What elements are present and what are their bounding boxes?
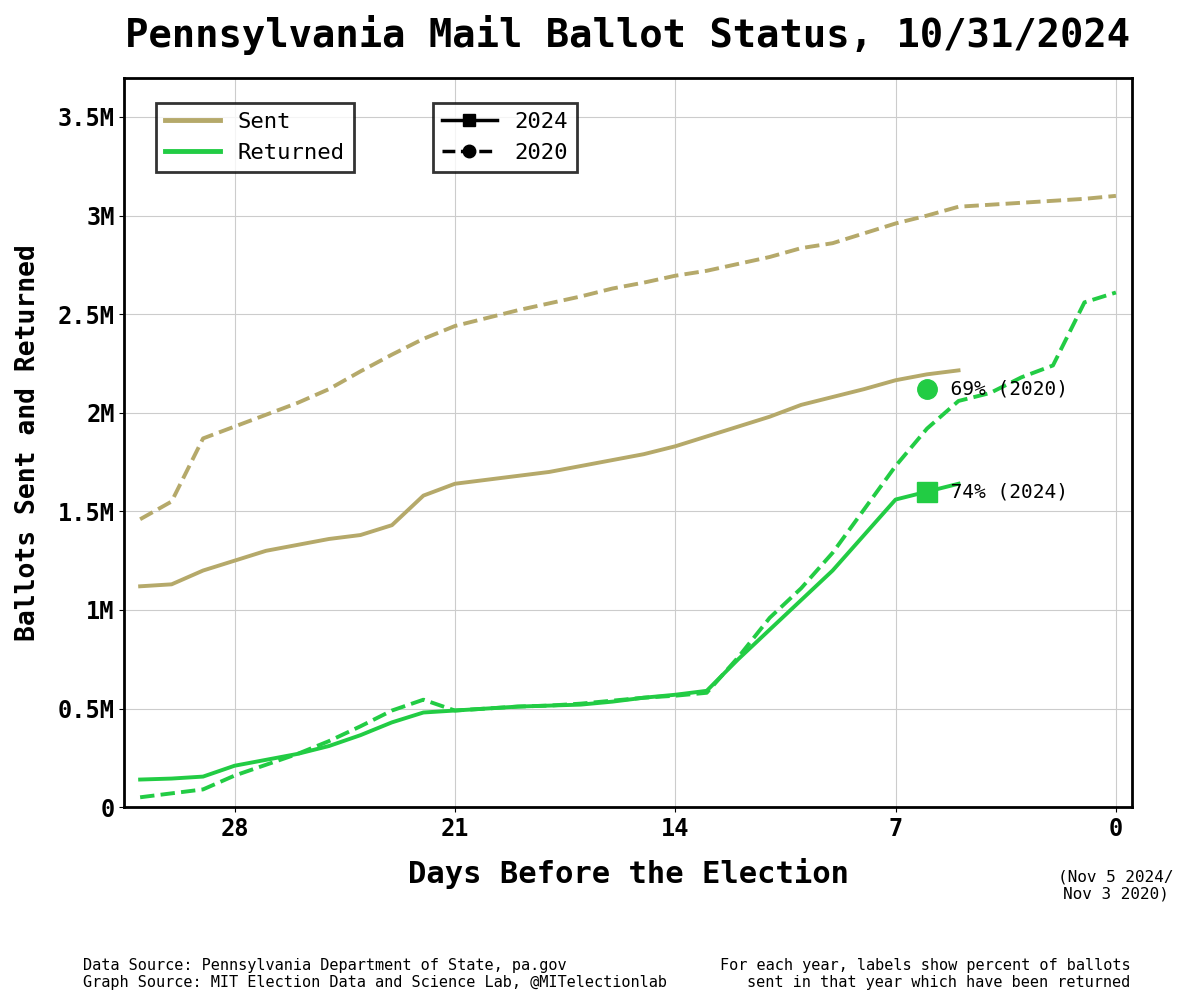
Title: Pennsylvania Mail Ballot Status, 10/31/2024: Pennsylvania Mail Ballot Status, 10/31/2… (125, 15, 1130, 55)
Text: 69% (2020): 69% (2020) (927, 380, 1069, 399)
X-axis label: Days Before the Election: Days Before the Election (407, 858, 848, 889)
Text: 74% (2024): 74% (2024) (927, 482, 1069, 501)
Text: For each year, labels show percent of ballots
sent in that year which have been : For each year, labels show percent of ba… (720, 958, 1130, 990)
Text: Data Source: Pennsylvania Department of State, pa.gov
Graph Source: MIT Election: Data Source: Pennsylvania Department of … (83, 958, 668, 990)
Legend: 2024, 2020: 2024, 2020 (433, 103, 577, 172)
Text: (Nov 5 2024/
Nov 3 2020): (Nov 5 2024/ Nov 3 2020) (1058, 869, 1173, 902)
Y-axis label: Ballots Sent and Returned: Ballots Sent and Returned (15, 244, 40, 641)
